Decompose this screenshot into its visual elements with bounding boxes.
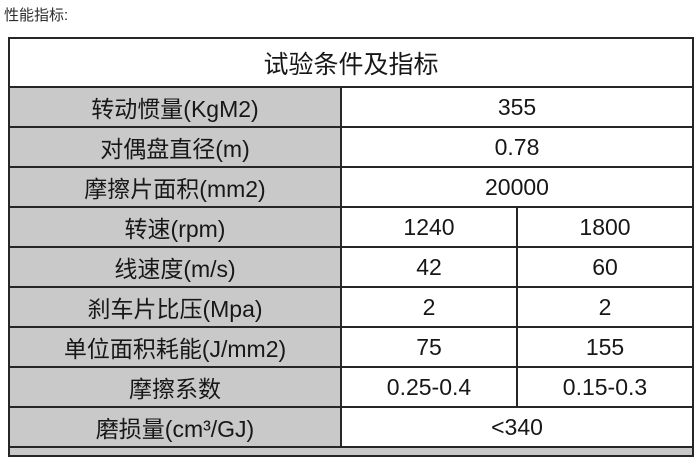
row-value-cell: 1240 <box>340 206 518 248</box>
row-label-cell: 摩擦系数 <box>8 366 342 408</box>
row-value-cell: 20000 <box>339 166 695 208</box>
partial-row-cell <box>7 446 695 457</box>
table-title: 试验条件及指标 <box>7 37 695 88</box>
next-row-partial <box>7 446 695 457</box>
row-value-cell: 0.15-0.3 <box>515 366 695 408</box>
table-row: 转速(rpm) 1240 1800 <box>8 206 695 248</box>
row-value-cell: 2 <box>340 286 518 328</box>
row-label-cell: 摩擦片面积(mm2) <box>8 166 342 208</box>
row-label-cell: 刹车片比压(Mpa) <box>8 286 342 328</box>
row-value-cell: <340 <box>339 406 695 448</box>
table-row: 摩擦片面积(mm2) 20000 <box>8 166 695 208</box>
row-value-cell: 75 <box>340 326 518 368</box>
row-value-cell: 155 <box>515 326 695 368</box>
row-label-cell: 磨损量(cm³/GJ) <box>8 406 342 448</box>
row-label-cell: 单位面积耗能(J/mm2) <box>8 326 342 368</box>
row-value-cell: 355 <box>339 86 695 128</box>
row-value-cell: 1800 <box>515 206 695 248</box>
row-label-cell: 转动惯量(KgM2) <box>8 86 342 128</box>
section-label: 性能指标: <box>4 7 69 24</box>
row-label-cell: 对偶盘直径(m) <box>8 126 342 168</box>
row-value-cell: 0.25-0.4 <box>340 366 518 408</box>
table-row: 磨损量(cm³/GJ) <340 <box>8 406 695 448</box>
table-row: 对偶盘直径(m) 0.78 <box>8 126 695 168</box>
row-label-cell: 线速度(m/s) <box>8 246 342 288</box>
row-value-cell: 2 <box>515 286 695 328</box>
row-label-cell: 转速(rpm) <box>8 206 342 248</box>
row-value-cell: 0.78 <box>339 126 695 168</box>
table-row: 转动惯量(KgM2) 355 <box>8 86 695 128</box>
row-value-cell: 60 <box>515 246 695 288</box>
table-row: 摩擦系数 0.25-0.4 0.15-0.3 <box>8 366 695 408</box>
table-title-row: 试验条件及指标 <box>7 37 695 88</box>
row-value-cell: 42 <box>340 246 518 288</box>
table-row: 刹车片比压(Mpa) 2 2 <box>8 286 695 328</box>
table-row: 线速度(m/s) 42 60 <box>8 246 695 288</box>
spec-table: 试验条件及指标 转动惯量(KgM2) 355 对偶盘直径(m) 0.78 摩擦片… <box>7 37 695 457</box>
table-row: 单位面积耗能(J/mm2) 75 155 <box>8 326 695 368</box>
